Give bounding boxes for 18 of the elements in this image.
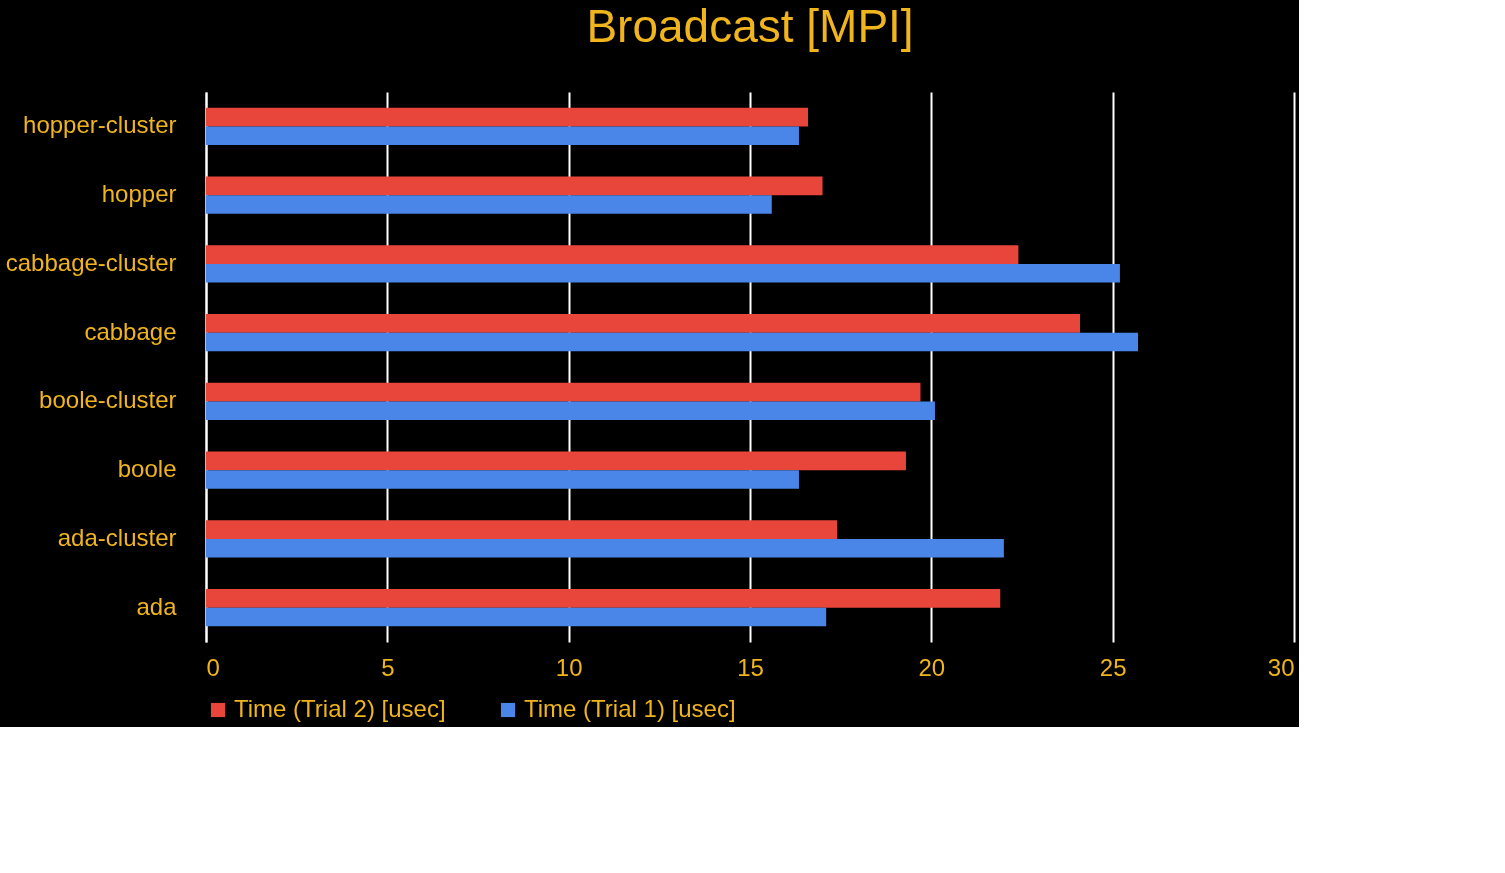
x-tick-label: 20	[918, 653, 946, 681]
y-tick-label: ada-cluster	[57, 523, 177, 551]
y-tick-label: cabbage-cluster	[5, 248, 177, 276]
y-tick-label: boole	[117, 455, 177, 483]
y-tick-label: cabbage	[84, 317, 177, 345]
x-tick-label: 0	[206, 653, 220, 681]
x-tick-label: 10	[555, 653, 583, 681]
chart-title: Broadcast [MPI]	[586, 0, 914, 52]
legend-label: Time (Trial 2) [usec]	[234, 695, 446, 722]
y-tick-label: boole-cluster	[39, 386, 177, 414]
y-tick-label: hopper	[101, 180, 177, 208]
legend-label: Time (Trial 1) [usec]	[524, 695, 736, 722]
y-tick-label: ada	[136, 592, 178, 620]
x-tick-label: 15	[737, 653, 764, 681]
y-tick-label: hopper-cluster	[23, 111, 177, 139]
x-tick-label: 30	[1267, 653, 1295, 681]
x-tick-label: 5	[381, 653, 395, 681]
x-tick-label: 25	[1099, 653, 1127, 681]
